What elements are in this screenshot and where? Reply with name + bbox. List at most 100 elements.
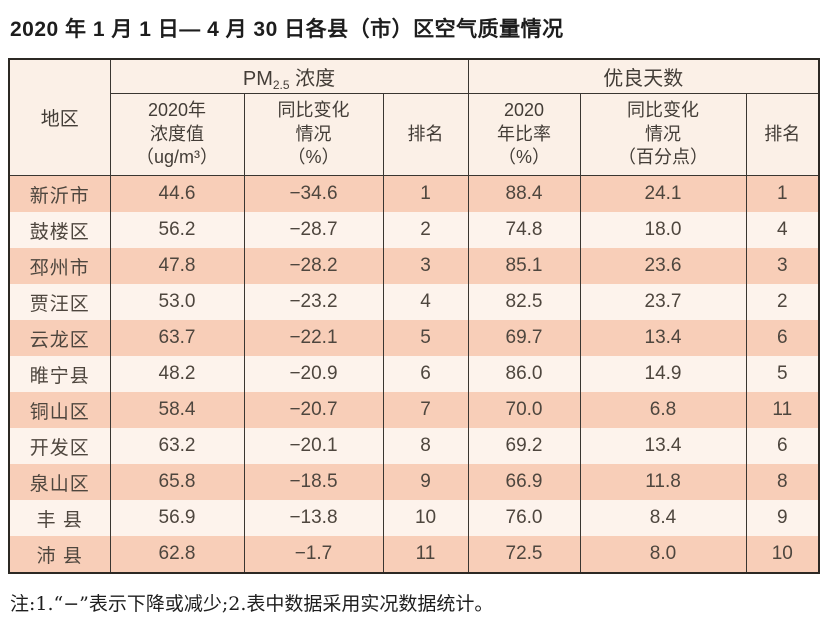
cell-good-ratio: 82.5 bbox=[467, 284, 581, 320]
cell-good-ratio: 74.8 bbox=[467, 212, 581, 248]
cell-pm-change: −20.9 bbox=[243, 356, 383, 392]
col-header-good-change: 同比变化 情况 （百分点） bbox=[579, 93, 747, 176]
cell-good-ratio: 85.1 bbox=[467, 248, 581, 284]
footnote: 注:1.“−”表示下降或减少;2.表中数据采用实况数据统计。 bbox=[10, 593, 494, 615]
cell-region: 新沂市 bbox=[8, 175, 110, 212]
cell-good-rank: 1 bbox=[745, 175, 820, 212]
col-header-pm-change: 同比变化 情况 （%） bbox=[243, 93, 383, 176]
cell-good-ratio: 69.7 bbox=[467, 320, 581, 356]
table-row: 泉山区 65.8 −18.5 9 66.9 11.8 8 bbox=[8, 464, 820, 500]
table-row: 新沂市 44.6 −34.6 1 88.4 24.1 1 bbox=[8, 175, 820, 212]
col-header-good-rank: 排名 bbox=[745, 93, 820, 176]
cell-good-rank: 2 bbox=[745, 284, 820, 320]
cell-pm-change: −20.7 bbox=[243, 392, 383, 428]
cell-good-ratio: 72.5 bbox=[467, 536, 581, 573]
cell-region: 贾汪区 bbox=[8, 284, 110, 320]
table-header: 地区 PM2.5 浓度 优良天数 2020年 浓度值 （ug/m³） 同比变化 … bbox=[8, 59, 820, 176]
cell-pm-rank: 4 bbox=[382, 284, 469, 320]
col-group-good-days: 优良天数 bbox=[467, 59, 820, 94]
cell-good-rank: 10 bbox=[745, 536, 820, 573]
cell-pm-change: −22.1 bbox=[243, 320, 383, 356]
cell-good-ratio: 76.0 bbox=[467, 500, 581, 536]
cell-good-ratio: 69.2 bbox=[467, 428, 581, 464]
cell-good-ratio: 86.0 bbox=[467, 356, 581, 392]
cell-good-ratio: 70.0 bbox=[467, 392, 581, 428]
page-title: 2020 年 1 月 1 日— 4 月 30 日各县（市）区空气质量情况 bbox=[10, 18, 564, 41]
cell-pm-rank: 11 bbox=[382, 536, 469, 573]
table-row: 邳州市 47.8 −28.2 3 85.1 23.6 3 bbox=[8, 248, 820, 284]
col-header-pm-value: 2020年 浓度值 （ug/m³） bbox=[109, 93, 244, 176]
cell-pm-rank: 8 bbox=[382, 428, 469, 464]
cell-pm-change: −13.8 bbox=[243, 500, 383, 536]
col-group-pm25: PM2.5 浓度 bbox=[109, 59, 469, 94]
cell-pm-rank: 10 bbox=[382, 500, 469, 536]
cell-region: 云龙区 bbox=[8, 320, 110, 356]
cell-pm-rank: 5 bbox=[382, 320, 469, 356]
cell-pm-change: −18.5 bbox=[243, 464, 383, 500]
cell-good-change: 11.8 bbox=[579, 464, 747, 500]
cell-good-change: 8.0 bbox=[579, 536, 747, 573]
table-row: 贾汪区 53.0 −23.2 4 82.5 23.7 2 bbox=[8, 284, 820, 320]
cell-good-rank: 11 bbox=[745, 392, 820, 428]
cell-good-change: 14.9 bbox=[579, 356, 747, 392]
cell-good-rank: 8 bbox=[745, 464, 820, 500]
cell-good-rank: 3 bbox=[745, 248, 820, 284]
cell-region: 丰 县 bbox=[8, 500, 110, 536]
cell-good-change: 13.4 bbox=[579, 428, 747, 464]
cell-good-rank: 9 bbox=[745, 500, 820, 536]
cell-good-rank: 5 bbox=[745, 356, 820, 392]
cell-region: 沛 县 bbox=[8, 536, 110, 573]
cell-good-change: 24.1 bbox=[579, 175, 747, 212]
cell-region: 泉山区 bbox=[8, 464, 110, 500]
cell-good-change: 18.0 bbox=[579, 212, 747, 248]
col-header-good-ratio: 2020 年比率 （%） bbox=[467, 93, 581, 176]
pm25-label-prefix: PM bbox=[242, 67, 273, 90]
cell-pm-value: 56.2 bbox=[109, 212, 244, 248]
cell-pm-change: −28.2 bbox=[243, 248, 383, 284]
cell-pm-change: −23.2 bbox=[243, 284, 383, 320]
table-row: 鼓楼区 56.2 −28.7 2 74.8 18.0 4 bbox=[8, 212, 820, 248]
cell-pm-rank: 7 bbox=[382, 392, 469, 428]
cell-pm-value: 58.4 bbox=[109, 392, 244, 428]
col-header-region: 地区 bbox=[8, 59, 110, 176]
cell-pm-value: 62.8 bbox=[109, 536, 244, 573]
table-row: 睢宁县 48.2 −20.9 6 86.0 14.9 5 bbox=[8, 356, 820, 392]
cell-good-ratio: 88.4 bbox=[467, 175, 581, 212]
table-row: 云龙区 63.7 −22.1 5 69.7 13.4 6 bbox=[8, 320, 820, 356]
table-row: 丰 县 56.9 −13.8 10 76.0 8.4 9 bbox=[8, 500, 820, 536]
cell-good-change: 6.8 bbox=[579, 392, 747, 428]
cell-pm-rank: 1 bbox=[382, 175, 469, 212]
cell-pm-value: 63.2 bbox=[109, 428, 244, 464]
cell-pm-value: 56.9 bbox=[109, 500, 244, 536]
cell-pm-change: −28.7 bbox=[243, 212, 383, 248]
header-sub-row: 2020年 浓度值 （ug/m³） 同比变化 情况 （%） 排名 2020 年比… bbox=[9, 93, 820, 176]
cell-region: 睢宁县 bbox=[8, 356, 110, 392]
cell-pm-change: −20.1 bbox=[243, 428, 383, 464]
cell-good-rank: 6 bbox=[745, 428, 820, 464]
cell-pm-rank: 6 bbox=[382, 356, 469, 392]
cell-pm-value: 53.0 bbox=[109, 284, 244, 320]
cell-pm-value: 65.8 bbox=[109, 464, 244, 500]
cell-pm-value: 48.2 bbox=[109, 356, 244, 392]
cell-region: 邳州市 bbox=[8, 248, 110, 284]
air-quality-table: 地区 PM2.5 浓度 优良天数 2020年 浓度值 （ug/m³） 同比变化 … bbox=[8, 58, 821, 574]
cell-pm-change: −34.6 bbox=[243, 175, 383, 212]
cell-pm-rank: 2 bbox=[382, 212, 469, 248]
cell-good-change: 23.6 bbox=[579, 248, 747, 284]
table-body: 新沂市 44.6 −34.6 1 88.4 24.1 1 鼓楼区 56.2 −28.7 2 74.8 1… bbox=[8, 175, 820, 573]
cell-pm-rank: 3 bbox=[382, 248, 469, 284]
pm25-label-suffix: 浓度 bbox=[289, 67, 336, 90]
cell-pm-value: 47.8 bbox=[109, 248, 244, 284]
header-group-row: 地区 PM2.5 浓度 优良天数 bbox=[8, 59, 820, 176]
cell-region: 鼓楼区 bbox=[8, 212, 110, 248]
cell-good-change: 8.4 bbox=[579, 500, 747, 536]
cell-good-rank: 6 bbox=[745, 320, 820, 356]
cell-good-rank: 4 bbox=[745, 212, 820, 248]
cell-pm-value: 63.7 bbox=[109, 320, 244, 356]
col-header-pm-rank: 排名 bbox=[382, 93, 469, 176]
cell-pm-change: −1.7 bbox=[243, 536, 383, 573]
cell-good-ratio: 66.9 bbox=[467, 464, 581, 500]
cell-pm-value: 44.6 bbox=[109, 175, 244, 212]
cell-pm-rank: 9 bbox=[382, 464, 469, 500]
